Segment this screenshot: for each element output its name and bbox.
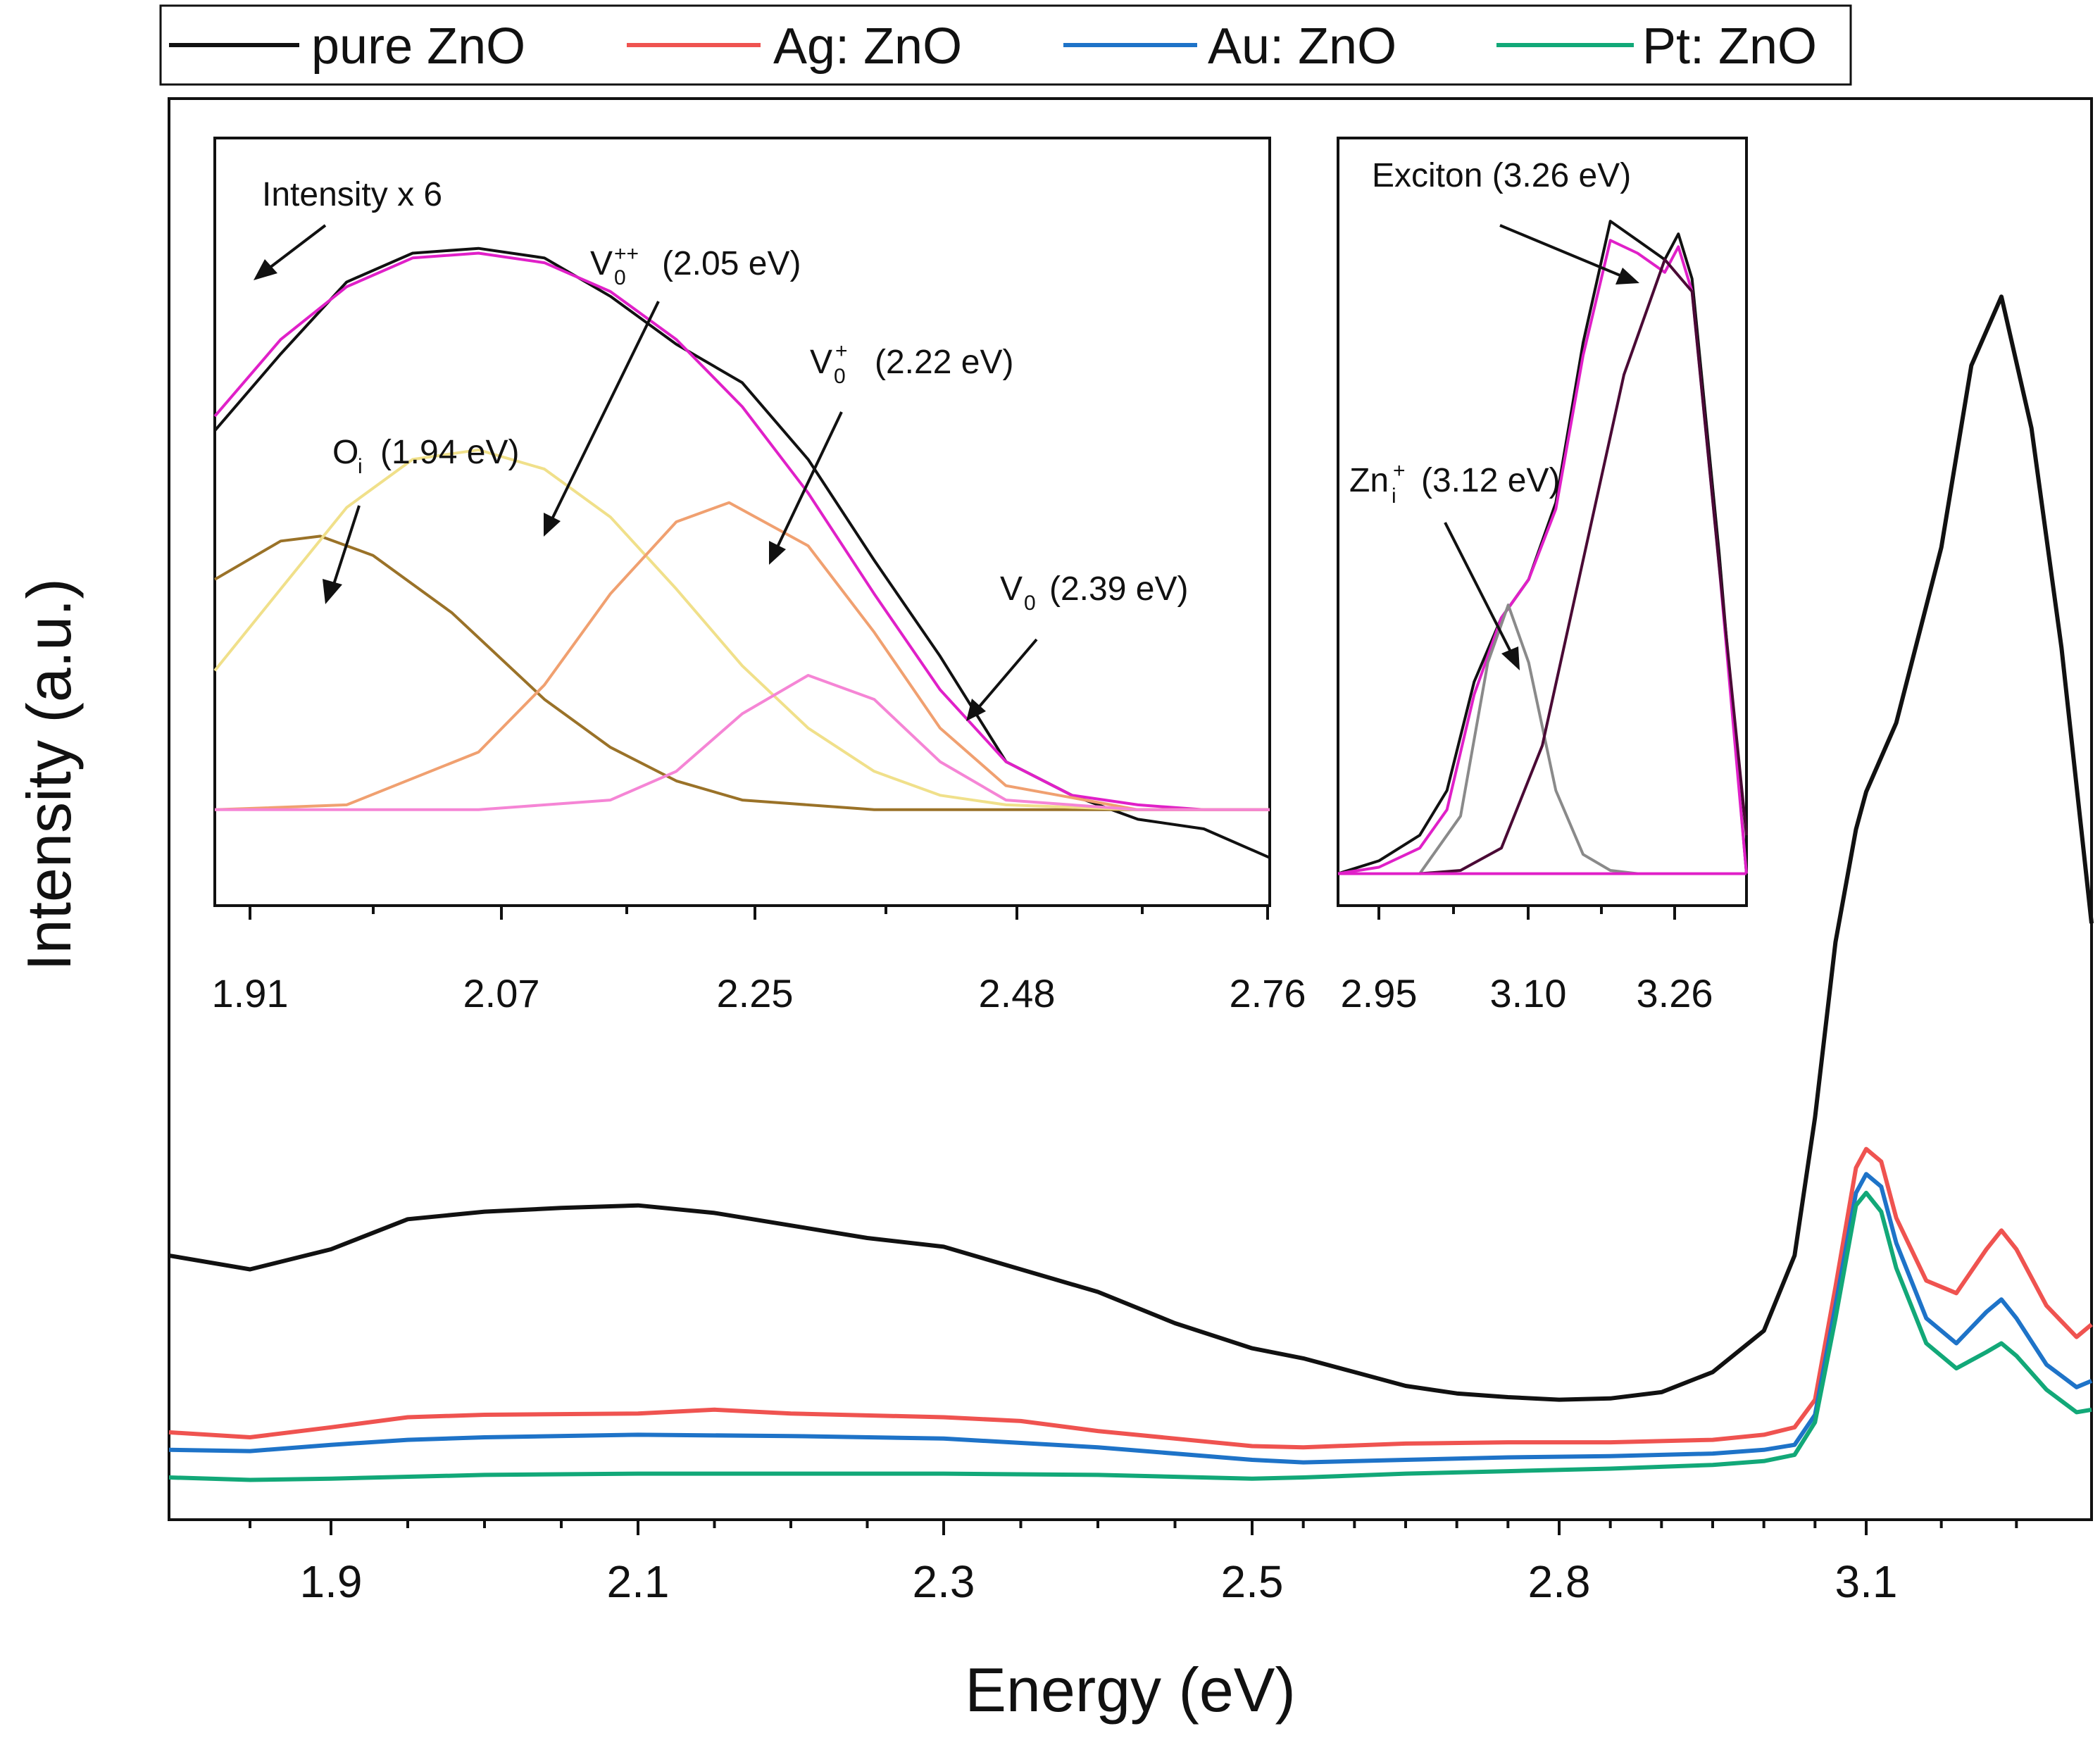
annotation-v0-letter: V <box>1000 570 1023 608</box>
arrow-zni <box>1444 522 1515 659</box>
arrowhead-intensity-x6 <box>254 259 277 280</box>
annotation-intensity-x6: Intensity x 6 <box>262 176 442 213</box>
inset-right: 2.95 3.10 3.26 Exciton (3.26 eV) Zn i + … <box>1337 137 1748 1015</box>
arrowhead-oi <box>323 579 342 604</box>
main-series-group <box>168 294 2094 1482</box>
legend-label-ag-zno: Ag: ZnO <box>773 18 962 75</box>
arrowhead-v0pp <box>544 513 561 537</box>
main-plot-frame <box>168 97 2093 1521</box>
main-x-ticks <box>249 1520 2018 1535</box>
annotation-oi-energy: (1.94 eV) <box>380 434 519 471</box>
arrow-exciton <box>1499 224 1627 280</box>
inset-right-tick-label-3-26: 3.26 <box>1637 971 1713 1015</box>
x-axis-title: Energy (eV) <box>965 1655 1296 1725</box>
annotation-exciton: Exciton (3.26 eV) <box>1372 157 1631 194</box>
arrow-v0pp <box>548 301 660 525</box>
inset-left: 1.91 2.07 2.25 2.48 2.76 Intensity x 6 O… <box>212 137 1306 1015</box>
inset-left-series-v0-2-22-ev <box>214 501 1270 811</box>
main-x-tick-label-2-1: 2.1 <box>607 1556 670 1607</box>
arrow-oi <box>330 505 361 594</box>
inset-right-series-measured <box>1337 220 1748 875</box>
legend-label-au-zno: Au: ZnO <box>1208 18 1396 75</box>
inset-right-x-tick-labels: 2.95 3.10 3.26 <box>1341 971 1713 1015</box>
arrowhead-exciton <box>1615 268 1639 285</box>
annotation-v0pp-superscript: ++ <box>614 242 639 265</box>
inset-left-series-fit <box>213 251 1270 811</box>
annotation-v0-energy: (2.39 eV) <box>1049 570 1188 608</box>
inset-right-series-zn-i-3-12-ev <box>1418 604 1638 875</box>
inset-left-series-measured <box>213 246 1270 859</box>
main-series-au-zno <box>168 1172 2093 1465</box>
arrowhead-zni <box>1501 646 1520 670</box>
inset-right-series-exciton-3-26-ev <box>1419 258 1748 875</box>
annotation-v0-subscript: 0 <box>1024 592 1036 615</box>
annotation-v0pp-energy: (2.05 eV) <box>662 245 801 282</box>
arrow-intensity-x6 <box>259 224 327 276</box>
inset-left-tick-label-2-76: 2.76 <box>1230 971 1306 1015</box>
main-x-tick-label-2-8: 2.8 <box>1528 1556 1591 1607</box>
annotation-v0pp-subscript: 0 <box>614 266 626 289</box>
inset-left-frame <box>213 137 1271 907</box>
annotation-v0pp-letter: V <box>590 245 613 282</box>
arrow-v0 <box>974 638 1038 713</box>
main-series-pure-zno <box>168 294 2094 1402</box>
inset-left-tick-label-2-48: 2.48 <box>979 971 1056 1015</box>
inset-right-frame <box>1337 137 1748 907</box>
inset-left-tick-label-2-25: 2.25 <box>717 971 794 1015</box>
main-series-pt-zno <box>168 1190 2092 1482</box>
inset-right-tick-label-2-95: 2.95 <box>1341 971 1418 1015</box>
inset-left-tick-label-1-91: 1.91 <box>212 971 289 1015</box>
arrowhead-v0 <box>966 699 986 721</box>
main-x-tick-label-2-5: 2.5 <box>1221 1556 1284 1607</box>
annotation-v0p-energy: (2.22 eV) <box>875 344 1013 381</box>
annotation-v0p-subscript: 0 <box>834 365 846 388</box>
inset-right-series-fit <box>1337 239 1748 875</box>
annotation-zni-superscript: + <box>1393 459 1406 482</box>
arrow-v0p <box>773 411 843 554</box>
main-x-tick-label-2-3: 2.3 <box>913 1556 975 1607</box>
legend: pure ZnO Ag: ZnO Au: ZnO Pt: ZnO <box>159 4 1852 86</box>
annotation-v0p-letter: V <box>810 344 832 381</box>
main-x-tick-labels: 1.9 2.1 2.3 2.5 2.8 3.1 <box>300 1556 1898 1607</box>
annotation-zni-subscript: i <box>1392 484 1396 508</box>
inset-left-series-o-i-1-94-ev <box>213 534 1270 811</box>
main-x-tick-label-1-9: 1.9 <box>300 1556 363 1607</box>
annotation-zni-letter: Zn <box>1349 462 1389 499</box>
inset-left-x-tick-labels: 1.91 2.07 2.25 2.48 2.76 <box>212 971 1306 1015</box>
arrowhead-v0p <box>769 541 786 565</box>
inset-right-series-group <box>1337 220 1748 875</box>
annotation-zni-energy: (3.12 eV) <box>1421 462 1560 499</box>
annotation-oi-letter: O <box>332 434 358 471</box>
main-series-ag-zno <box>168 1146 2093 1450</box>
inset-right-x-ticks <box>1377 906 1676 920</box>
inset-left-series-v0-2-39-ev <box>215 674 1270 811</box>
main-x-tick-label-3-1: 3.1 <box>1835 1556 1898 1607</box>
inset-left-x-ticks <box>249 906 1269 920</box>
annotation-oi-subscript: i <box>358 455 363 478</box>
legend-label-pure-zno: pure ZnO <box>311 18 525 75</box>
inset-left-tick-label-2-07: 2.07 <box>463 971 540 1015</box>
annotation-v0p-superscript: + <box>835 339 848 363</box>
legend-label-pt-zno: Pt: ZnO <box>1642 18 1817 75</box>
inset-left-series-group <box>213 246 1270 859</box>
y-axis-title: Intensity (a.u.) <box>14 578 84 971</box>
inset-right-tick-label-3-10: 3.10 <box>1490 971 1567 1015</box>
inset-left-series-v0-2-05-ev <box>213 448 1270 811</box>
